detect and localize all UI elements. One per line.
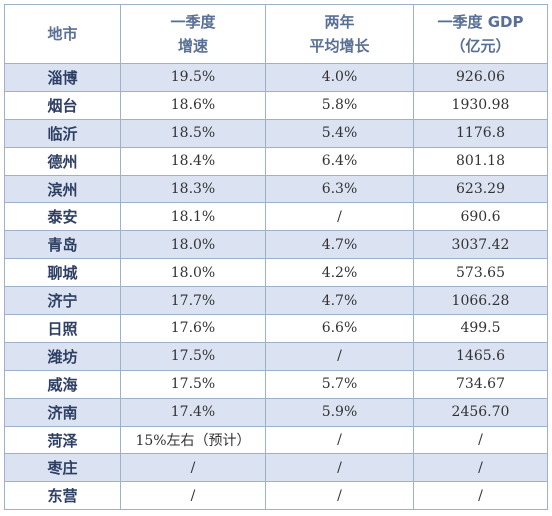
cell-city: 淄博 <box>4 63 121 92</box>
cell-city: 菏泽 <box>4 425 121 455</box>
header-two-year-avg: 两年 平均增长 <box>265 4 414 64</box>
cell-q1-growth: 17.5% <box>120 369 266 399</box>
cell-two-year-avg: 5.7% <box>265 369 414 399</box>
cell-city: 东营 <box>4 481 121 511</box>
header-two-year-line2: 平均增长 <box>309 37 370 55</box>
cell-q1-growth: 18.1% <box>120 202 266 232</box>
cell-q1-growth: 17.5% <box>120 341 266 371</box>
cell-city: 济宁 <box>4 286 121 316</box>
table-row: 威海 17.5% 5.7% 734.67 <box>4 369 548 399</box>
cell-two-year-avg: 4.0% <box>265 63 414 92</box>
cell-two-year-avg: 5.9% <box>265 397 414 427</box>
cell-city: 聊城 <box>4 258 121 288</box>
cell-city: 滨州 <box>4 174 121 204</box>
table-row: 枣庄 / / / <box>4 453 548 483</box>
table-row: 东营 / / / <box>4 481 548 511</box>
cell-two-year-avg: / <box>265 341 414 371</box>
table-row: 烟台 18.6% 5.8% 1930.98 <box>4 90 548 120</box>
cell-two-year-avg: 4.7% <box>265 286 414 316</box>
cell-two-year-avg: 5.8% <box>265 90 414 120</box>
cell-q1-growth: 18.6% <box>120 90 266 120</box>
cell-two-year-avg: / <box>265 425 414 455</box>
cell-q1-growth: 15%左右（预计） <box>120 425 266 455</box>
header-two-year-line1: 两年 <box>324 13 355 31</box>
cell-q1-growth: 17.7% <box>120 286 266 316</box>
header-gdp-line1: 一季度 GDP <box>437 13 524 31</box>
header-q1-growth-line2: 增速 <box>177 37 208 55</box>
cell-q1-growth: 18.4% <box>120 146 266 176</box>
table-row: 青岛 18.0% 4.7% 3037.42 <box>4 230 548 260</box>
table-row: 滨州 18.3% 6.3% 623.29 <box>4 174 548 204</box>
cell-two-year-avg: 4.2% <box>265 258 414 288</box>
cell-q1-gdp: 499.5 <box>413 314 548 343</box>
header-q1-growth: 一季度 增速 <box>120 4 266 64</box>
cell-q1-gdp: 3037.42 <box>413 230 548 260</box>
header-q1-gdp: 一季度 GDP （亿元） <box>413 4 548 64</box>
table-row: 济宁 17.7% 4.7% 1066.28 <box>4 286 548 316</box>
table-row: 聊城 18.0% 4.2% 573.65 <box>4 258 548 288</box>
cell-q1-gdp: 2456.70 <box>413 397 548 427</box>
cell-city: 威海 <box>4 369 121 399</box>
cell-two-year-avg: / <box>265 481 414 511</box>
cell-q1-growth: 18.0% <box>120 230 266 260</box>
header-q1-growth-line1: 一季度 <box>170 13 216 31</box>
header-city-label: 地市 <box>47 25 78 43</box>
cell-city: 临沂 <box>4 118 121 148</box>
cell-q1-gdp: 1176.8 <box>413 118 548 148</box>
cell-q1-growth: 18.5% <box>120 118 266 148</box>
table-row: 日照 17.6% 6.6% 499.5 <box>4 314 548 343</box>
cell-q1-gdp: / <box>413 425 548 455</box>
gdp-table-container: 地市 一季度 增速 两年 平均增长 一季度 GDP （亿元） 淄博 19.5% 4.… <box>4 4 548 511</box>
table-row: 泰安 18.1%/690.6 <box>4 202 548 232</box>
cell-q1-growth: / <box>120 453 266 483</box>
cell-q1-gdp: 1066.28 <box>413 286 548 316</box>
cell-city: 泰安 <box>4 202 121 232</box>
cell-city: 德州 <box>4 146 121 176</box>
table-row: 临沂 18.5% 5.4% 1176.8 <box>4 118 548 148</box>
header-row: 地市 一季度 增速 两年 平均增长 一季度 GDP （亿元） <box>4 4 548 64</box>
cell-q1-growth: 17.6% <box>120 314 266 343</box>
table-row: 德州 18.4% 6.4% 801.18 <box>4 146 548 176</box>
cell-two-year-avg: 6.4% <box>265 146 414 176</box>
cell-q1-gdp: 573.65 <box>413 258 548 288</box>
cell-city: 青岛 <box>4 230 121 260</box>
cell-city: 日照 <box>4 314 121 343</box>
cell-city: 烟台 <box>4 90 121 120</box>
cell-q1-growth: 19.5% <box>120 63 266 92</box>
cell-two-year-avg: 6.6% <box>265 314 414 343</box>
table-row: 济南 17.4% 5.9% 2456.70 <box>4 397 548 427</box>
cell-two-year-avg: / <box>265 453 414 483</box>
table-row: 淄博 19.5% 4.0% 926.06 <box>4 63 548 92</box>
table-body: 淄博 19.5% 4.0% 926.06 烟台 18.6% 5.8% 1930.98 临沂 18.… <box>4 63 548 511</box>
cell-q1-gdp: / <box>413 453 548 483</box>
cell-q1-gdp: 623.29 <box>413 174 548 204</box>
cell-q1-gdp: 1465.6 <box>413 341 548 371</box>
cell-city: 潍坊 <box>4 341 121 371</box>
header-city: 地市 <box>4 4 121 64</box>
cell-two-year-avg: 4.7% <box>265 230 414 260</box>
gdp-growth-table: 地市 一季度 增速 两年 平均增长 一季度 GDP （亿元） 淄博 19.5% 4.… <box>4 4 548 511</box>
cell-q1-growth: 18.3% <box>120 174 266 204</box>
cell-q1-growth: 18.0% <box>120 258 266 288</box>
cell-city: 枣庄 <box>4 453 121 483</box>
cell-two-year-avg: / <box>265 202 414 232</box>
table-row: 菏泽 15%左右（预计） / / <box>4 425 548 455</box>
cell-q1-gdp: 734.67 <box>413 369 548 399</box>
cell-q1-growth: 17.4% <box>120 397 266 427</box>
cell-two-year-avg: 6.3% <box>265 174 414 204</box>
cell-q1-gdp: 1930.98 <box>413 90 548 120</box>
cell-q1-growth: / <box>120 481 266 511</box>
table-row: 潍坊 17.5%/1465.6 <box>4 341 548 371</box>
cell-q1-gdp: 926.06 <box>413 63 548 92</box>
cell-city: 济南 <box>4 397 121 427</box>
header-gdp-line2: （亿元） <box>450 37 511 55</box>
cell-q1-gdp: 801.18 <box>413 146 548 176</box>
cell-q1-gdp: / <box>413 481 548 511</box>
cell-two-year-avg: 5.4% <box>265 118 414 148</box>
cell-q1-gdp: 690.6 <box>413 202 548 232</box>
